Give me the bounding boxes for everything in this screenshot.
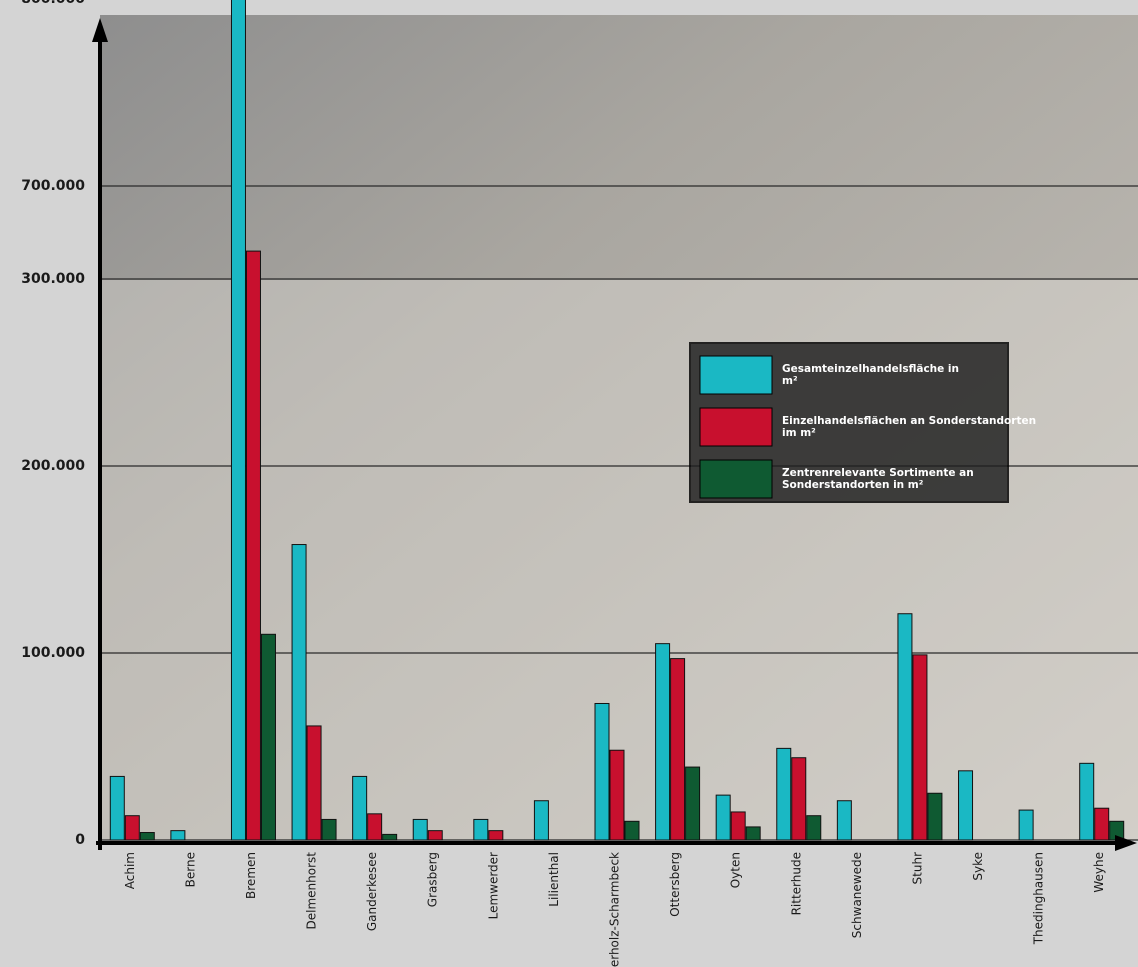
bar bbox=[139, 832, 155, 841]
bar bbox=[624, 820, 640, 841]
bar bbox=[927, 792, 943, 841]
bar bbox=[124, 815, 140, 841]
x-tick-label: Ganderkesee bbox=[365, 852, 379, 931]
bar bbox=[1094, 807, 1110, 841]
y-tick-label: 800.000 bbox=[21, 0, 85, 7]
bar bbox=[776, 747, 792, 841]
bar bbox=[609, 749, 625, 841]
x-tick-label: Ritterhude bbox=[789, 852, 803, 915]
bar bbox=[670, 658, 686, 841]
x-tick-label: Stuhr bbox=[910, 852, 924, 885]
x-tick-label: Ottersberg bbox=[668, 852, 682, 917]
x-tick-label: Delmenhorst bbox=[305, 852, 319, 930]
bar bbox=[412, 818, 428, 841]
bar bbox=[594, 702, 610, 841]
bar bbox=[730, 811, 746, 841]
bar bbox=[245, 250, 261, 841]
bar bbox=[260, 633, 276, 841]
y-axis-arrow bbox=[92, 18, 108, 42]
bar bbox=[367, 813, 383, 841]
y-tick-label: 700.000 bbox=[21, 178, 85, 194]
x-tick-label: Berne bbox=[183, 852, 197, 887]
x-tick-label: Syke bbox=[971, 852, 985, 881]
bar bbox=[473, 818, 489, 841]
bar bbox=[715, 794, 731, 841]
bar bbox=[352, 775, 368, 841]
bar bbox=[533, 800, 549, 841]
bar bbox=[382, 833, 398, 841]
legend-swatch bbox=[699, 407, 773, 447]
y-tick-label: 0 bbox=[75, 832, 85, 848]
x-tick-label: Osterholz-Scharmbeck bbox=[608, 852, 622, 967]
plot bbox=[100, 0, 1138, 841]
y-tick-label: 100.000 bbox=[21, 645, 85, 661]
y-tick-label: 300.000 bbox=[21, 271, 85, 287]
x-tick-label: Schwanewede bbox=[850, 852, 864, 938]
x-tick-label: Lemwerder bbox=[486, 852, 500, 919]
x-tick-label: Oyten bbox=[729, 852, 743, 888]
bar bbox=[806, 815, 822, 841]
bar bbox=[912, 654, 928, 841]
bar bbox=[655, 643, 671, 841]
bar bbox=[306, 725, 322, 841]
bar bbox=[321, 818, 337, 841]
bar bbox=[291, 544, 307, 841]
bar bbox=[836, 800, 852, 841]
x-tick-label: Weyhe bbox=[1092, 852, 1106, 893]
bar bbox=[109, 775, 125, 841]
bar bbox=[958, 770, 974, 841]
legend-label: Gesamteinzelhandelsfläche in m² bbox=[782, 363, 959, 387]
legend-label: Einzelhandelsflächen an Sonderstandorten… bbox=[782, 415, 1036, 439]
bar bbox=[791, 757, 807, 841]
bar bbox=[230, 0, 246, 841]
bar bbox=[897, 613, 913, 841]
x-tick-label: Achim bbox=[123, 852, 137, 889]
bar bbox=[427, 830, 443, 841]
legend: Gesamteinzelhandelsfläche in m² Einzelhand… bbox=[689, 342, 1036, 503]
legend-swatch bbox=[699, 355, 773, 395]
x-tick-label: Bremen bbox=[244, 852, 258, 899]
x-tick-label: Grasberg bbox=[426, 852, 440, 907]
x-axis-arrow bbox=[1115, 835, 1137, 851]
bar bbox=[745, 826, 761, 841]
bar bbox=[1018, 809, 1034, 841]
bar bbox=[685, 766, 701, 841]
x-tick-label: Thedinghausen bbox=[1032, 852, 1046, 945]
bar bbox=[170, 830, 186, 841]
bar bbox=[488, 830, 504, 841]
bar bbox=[1079, 762, 1095, 841]
legend-swatch bbox=[699, 459, 773, 499]
x-tick-label: Lilienthal bbox=[547, 852, 561, 907]
y-tick-label: 200.000 bbox=[21, 458, 85, 474]
legend-label: Zentrenrelevante Sortimente an Sonderstan… bbox=[782, 467, 974, 491]
